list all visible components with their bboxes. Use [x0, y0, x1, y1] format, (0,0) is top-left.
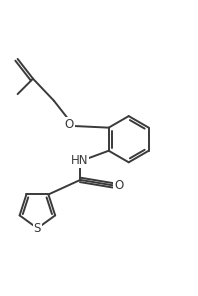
Text: S: S [34, 222, 41, 235]
Text: O: O [65, 118, 74, 131]
Text: O: O [114, 179, 123, 192]
Text: HN: HN [70, 154, 88, 167]
